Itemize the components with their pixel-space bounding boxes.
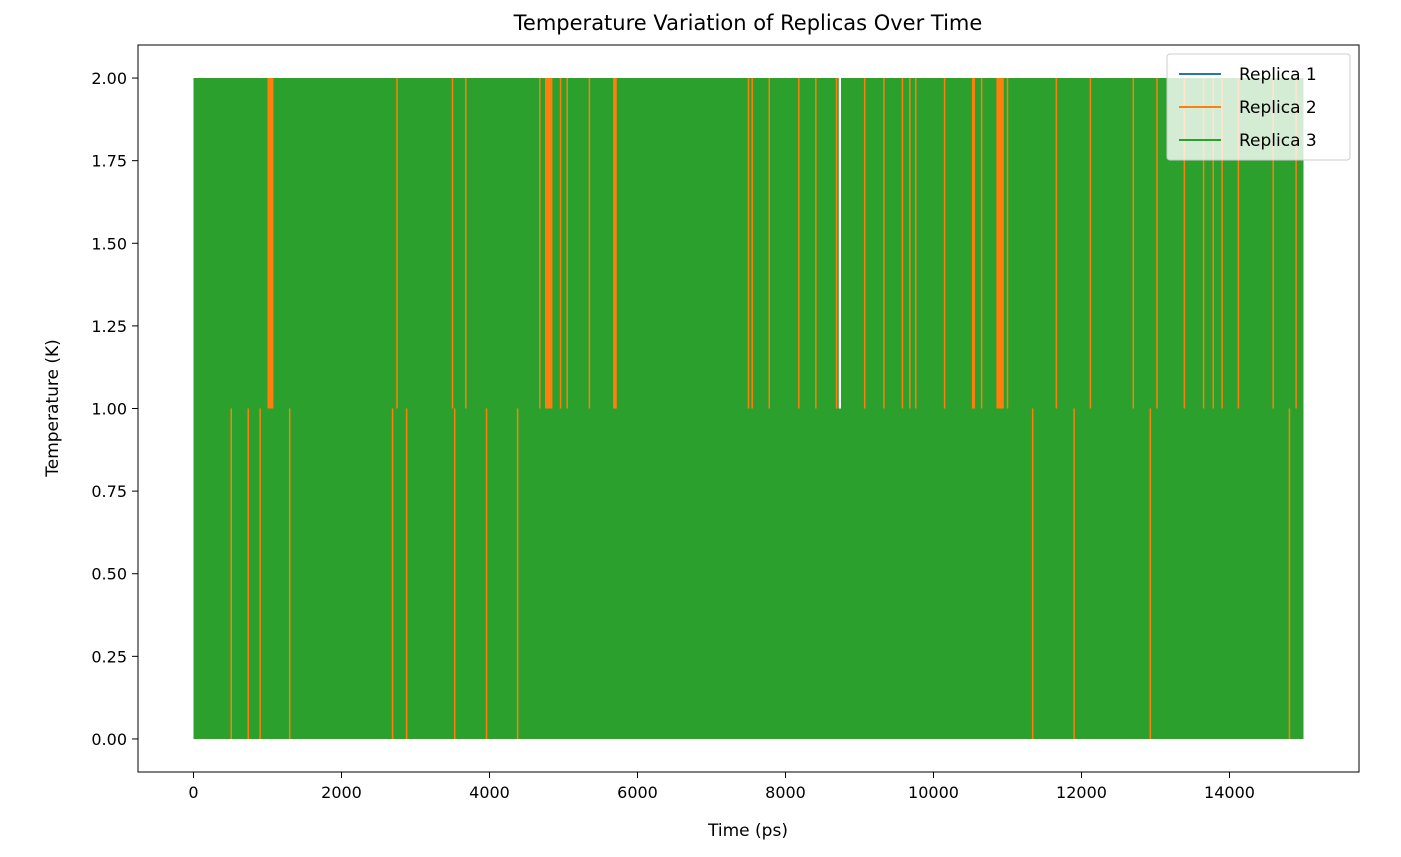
legend: Replica 1 Replica 2 Replica 3 (1166, 53, 1351, 161)
plot-frame (137, 44, 1360, 773)
replica-2-switch-band (545, 78, 553, 409)
chart-title: Temperature Variation of Replicas Over T… (513, 11, 983, 35)
x-tick-label: 4000 (469, 783, 510, 802)
replica-2-switch-band (971, 78, 975, 409)
x-tick-label: 14000 (1204, 783, 1255, 802)
legend-label-replica-2: Replica 2 (1239, 98, 1317, 118)
y-tick-label: 0.00 (91, 730, 127, 749)
replica-2-switch-band (613, 78, 617, 409)
y-tick-label: 1.00 (91, 400, 127, 419)
x-axis-label: Time (ps) (707, 821, 788, 841)
y-tick-label: 1.25 (91, 317, 127, 336)
series-gap (838, 78, 841, 409)
x-tick-label: 8000 (765, 783, 806, 802)
y-tick-label: 1.75 (91, 152, 127, 171)
x-tick-label: 12000 (1056, 783, 1107, 802)
x-tick-label: 10000 (908, 783, 959, 802)
legend-label-replica-1: Replica 1 (1239, 65, 1317, 85)
y-tick-label: 0.50 (91, 565, 127, 584)
replica-2-switch-band (996, 78, 1004, 409)
y-tick-label: 2.00 (91, 69, 127, 88)
x-tick-label: 2000 (321, 783, 362, 802)
x-tick-label: 0 (188, 783, 198, 802)
y-tick-label: 0.25 (91, 647, 127, 666)
x-axis: 0 2000 4000 6000 8000 10000 12000 14000 (188, 772, 1255, 802)
replica-2-switch-band (267, 78, 274, 409)
legend-box (1166, 53, 1351, 161)
y-tick-label: 1.50 (91, 234, 127, 253)
y-axis-label: Temperature (K) (43, 339, 63, 478)
legend-label-replica-3: Replica 3 (1239, 131, 1317, 151)
y-axis: 0.00 0.25 0.50 0.75 1.00 1.25 1.50 1.75 2.00 (91, 69, 138, 749)
y-tick-label: 0.75 (91, 482, 127, 501)
x-tick-label: 6000 (617, 783, 658, 802)
plot-area (193, 78, 1304, 739)
